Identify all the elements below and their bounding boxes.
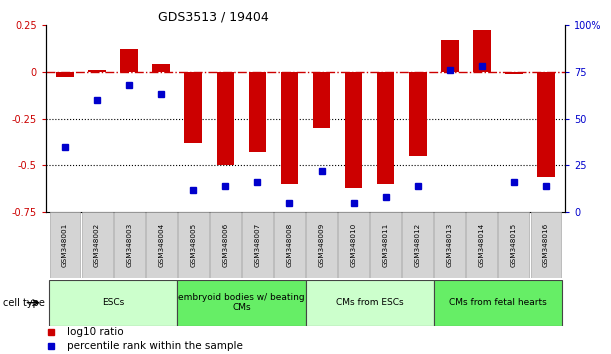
FancyBboxPatch shape (114, 212, 145, 278)
Bar (441, 40, 459, 72)
FancyBboxPatch shape (499, 212, 529, 278)
Text: GSM348002: GSM348002 (94, 223, 100, 267)
FancyBboxPatch shape (177, 280, 306, 326)
Bar (185, 72, 202, 143)
FancyBboxPatch shape (49, 212, 81, 278)
Text: GSM348012: GSM348012 (415, 223, 421, 267)
FancyBboxPatch shape (274, 212, 305, 278)
Text: GSM348015: GSM348015 (511, 223, 517, 267)
Text: GSM348013: GSM348013 (447, 223, 453, 267)
FancyBboxPatch shape (306, 212, 337, 278)
FancyBboxPatch shape (402, 212, 433, 278)
FancyBboxPatch shape (434, 280, 562, 326)
Text: GSM348016: GSM348016 (543, 223, 549, 267)
FancyBboxPatch shape (434, 212, 465, 278)
FancyBboxPatch shape (306, 280, 434, 326)
Bar (89, 70, 106, 72)
Bar (249, 72, 266, 152)
FancyBboxPatch shape (242, 212, 273, 278)
Text: GSM348003: GSM348003 (126, 223, 132, 267)
FancyBboxPatch shape (210, 212, 241, 278)
FancyBboxPatch shape (146, 212, 177, 278)
Text: GSM348014: GSM348014 (479, 223, 485, 267)
Bar (473, 30, 491, 72)
Bar (505, 72, 522, 74)
Text: GSM348007: GSM348007 (254, 223, 260, 267)
Bar (409, 72, 426, 156)
Bar (345, 72, 362, 188)
Text: GSM348011: GSM348011 (382, 223, 389, 267)
FancyBboxPatch shape (82, 212, 112, 278)
FancyBboxPatch shape (178, 212, 209, 278)
Text: GSM348006: GSM348006 (222, 223, 229, 267)
Bar (537, 72, 555, 177)
Bar (377, 72, 395, 184)
FancyBboxPatch shape (338, 212, 369, 278)
Bar (216, 72, 234, 166)
Text: percentile rank within the sample: percentile rank within the sample (67, 341, 243, 350)
Text: log10 ratio: log10 ratio (67, 327, 123, 337)
Text: GSM348009: GSM348009 (318, 223, 324, 267)
Bar (152, 64, 170, 72)
Text: GSM348010: GSM348010 (351, 223, 357, 267)
Text: CMs from fetal hearts: CMs from fetal hearts (449, 298, 547, 307)
Bar (280, 72, 298, 184)
FancyBboxPatch shape (49, 280, 177, 326)
Bar (313, 72, 331, 128)
FancyBboxPatch shape (370, 212, 401, 278)
Bar (56, 72, 74, 77)
Text: GSM348005: GSM348005 (190, 223, 196, 267)
Text: CMs from ESCs: CMs from ESCs (336, 298, 403, 307)
Text: embryoid bodies w/ beating
CMs: embryoid bodies w/ beating CMs (178, 293, 305, 312)
Text: GSM348004: GSM348004 (158, 223, 164, 267)
Text: GDS3513 / 19404: GDS3513 / 19404 (158, 11, 269, 24)
Text: GSM348001: GSM348001 (62, 223, 68, 267)
Text: ESCs: ESCs (102, 298, 124, 307)
FancyBboxPatch shape (530, 212, 562, 278)
FancyBboxPatch shape (466, 212, 497, 278)
Text: cell type: cell type (3, 298, 45, 308)
Bar (120, 49, 138, 72)
Text: GSM348008: GSM348008 (287, 223, 293, 267)
